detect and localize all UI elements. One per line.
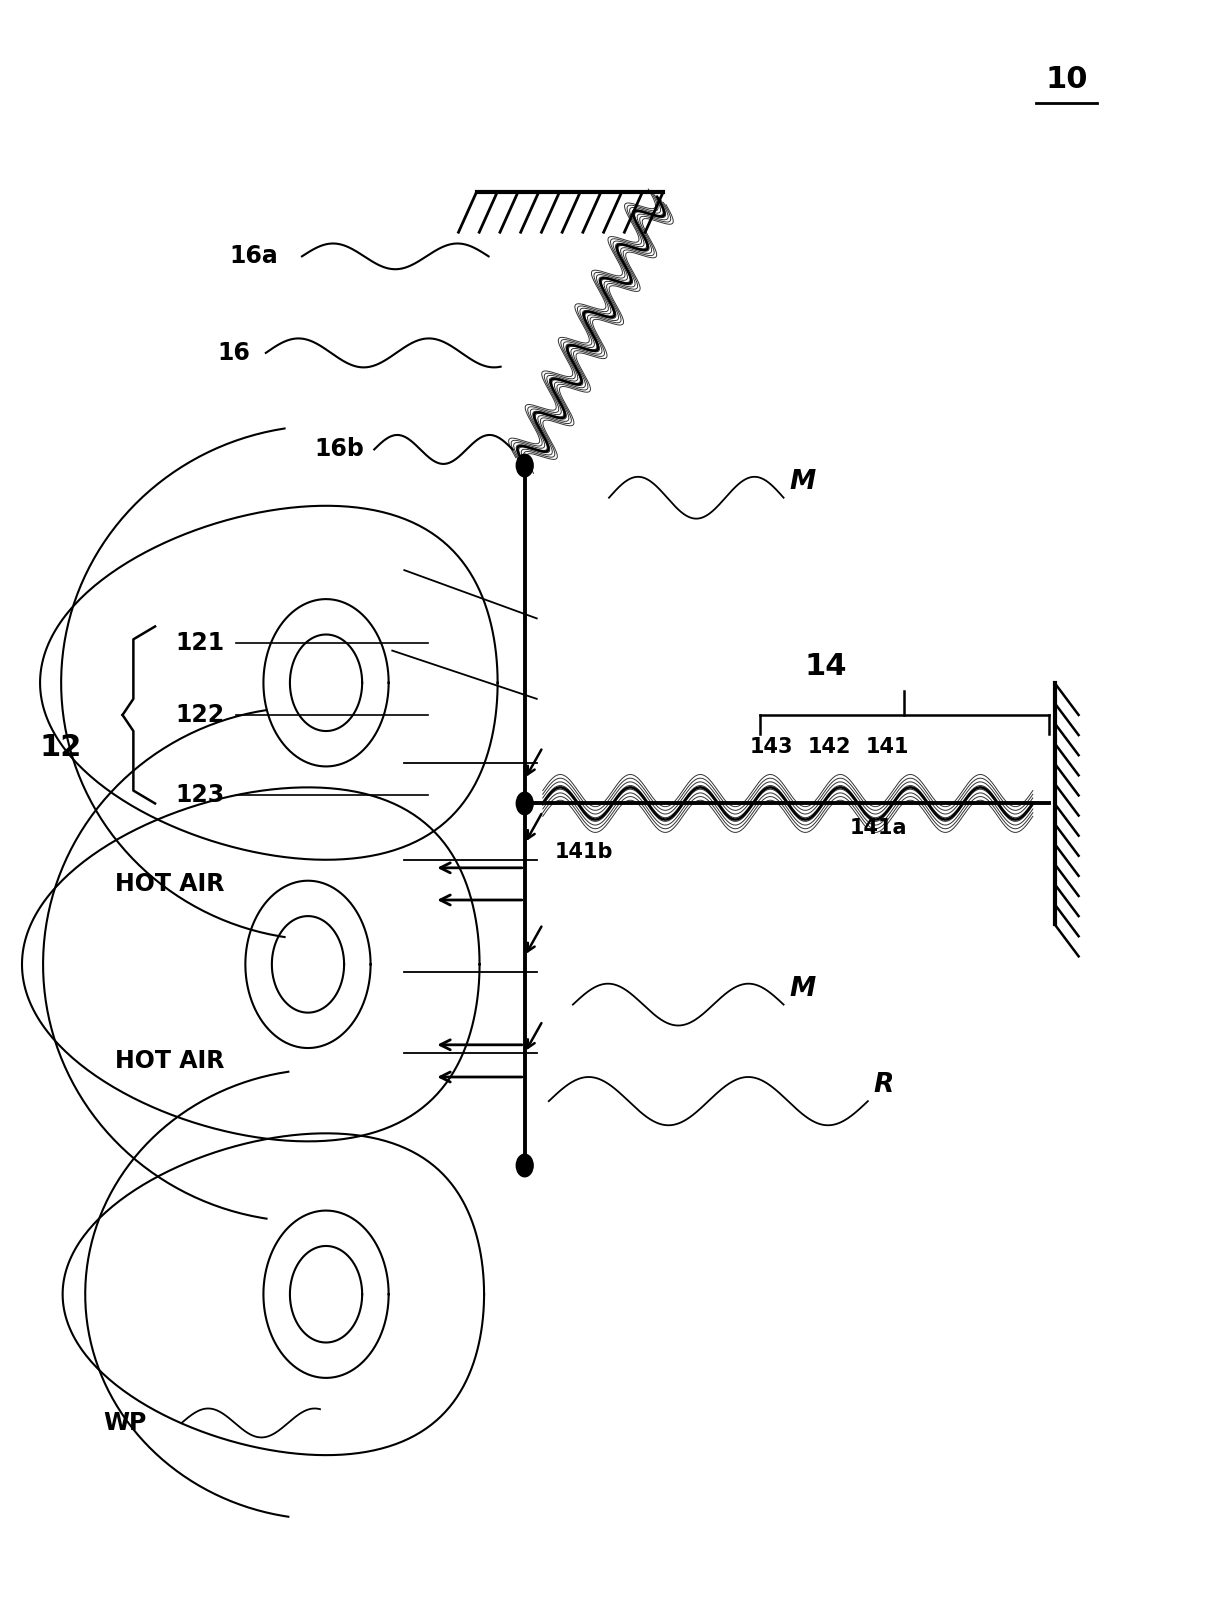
- Text: 16: 16: [218, 341, 251, 365]
- Text: 141: 141: [866, 737, 909, 758]
- Text: 141b: 141b: [555, 842, 614, 862]
- Text: 16b: 16b: [314, 438, 364, 461]
- Text: WP: WP: [104, 1410, 146, 1435]
- Text: 141a: 141a: [850, 818, 907, 837]
- Text: 122: 122: [175, 703, 224, 727]
- Text: 143: 143: [750, 737, 793, 758]
- Text: 121: 121: [175, 631, 224, 654]
- Text: M: M: [789, 469, 816, 495]
- Text: 10: 10: [1045, 65, 1088, 94]
- Text: 14: 14: [805, 652, 847, 682]
- Text: R: R: [873, 1073, 894, 1099]
- Text: 123: 123: [175, 784, 225, 807]
- Text: 142: 142: [808, 737, 851, 758]
- Text: 16a: 16a: [230, 245, 279, 268]
- Text: HOT AIR: HOT AIR: [116, 872, 224, 896]
- Circle shape: [516, 792, 533, 815]
- Text: 12: 12: [40, 732, 83, 761]
- Circle shape: [516, 1154, 533, 1177]
- Circle shape: [516, 454, 533, 477]
- Text: HOT AIR: HOT AIR: [116, 1048, 224, 1073]
- Text: M: M: [789, 975, 816, 1001]
